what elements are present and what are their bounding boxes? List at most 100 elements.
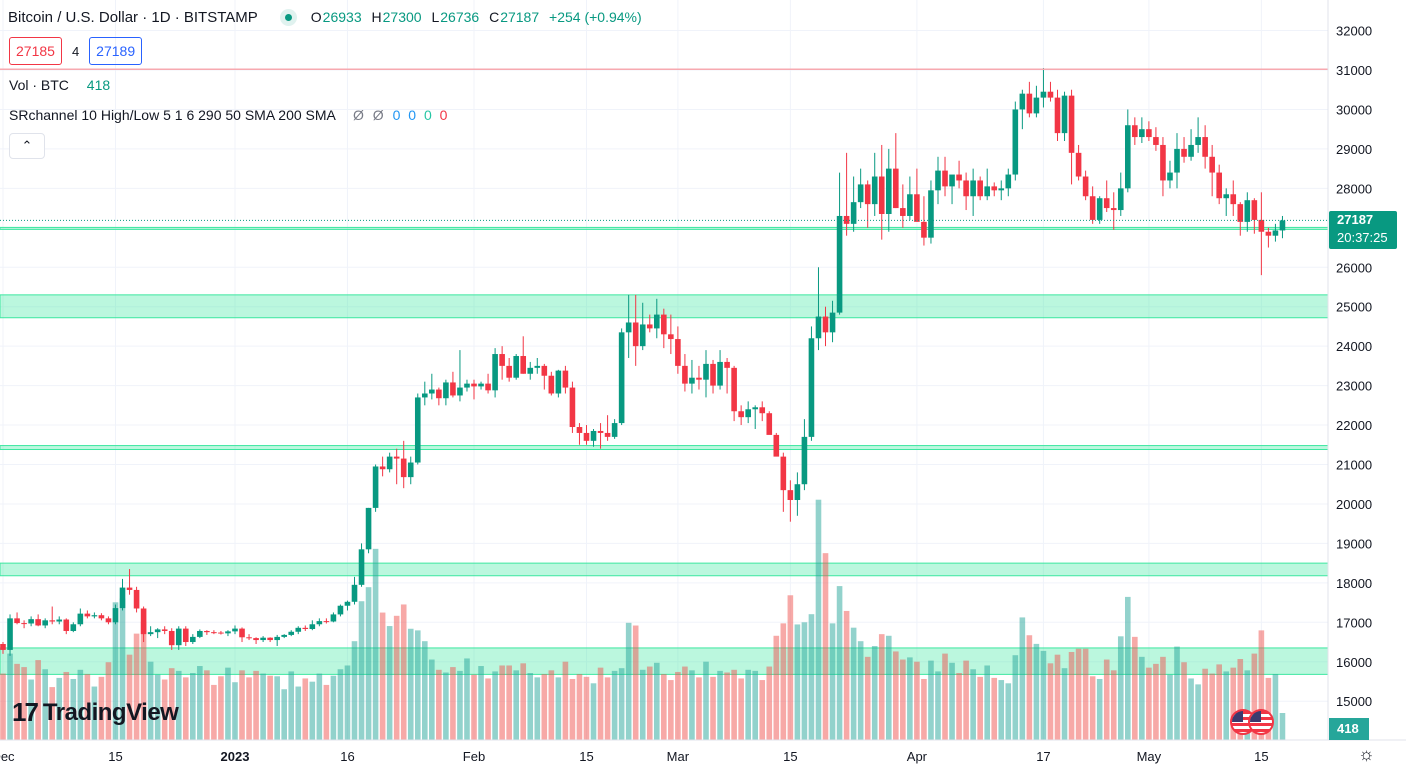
- volume-bar: [1005, 683, 1012, 740]
- candle-body: [1251, 200, 1258, 220]
- candle-body: [232, 628, 238, 632]
- candlestick-series: [0, 68, 1286, 656]
- volume-bar: [787, 595, 794, 740]
- volume-bar: [1125, 596, 1131, 740]
- volume-bar: [871, 646, 878, 740]
- volume-bar: [464, 658, 470, 740]
- volume-bar: [1089, 676, 1096, 740]
- candle-body: [302, 627, 309, 630]
- volume-value: 418: [86, 77, 111, 93]
- candle-body: [506, 365, 512, 378]
- volume-bar: [485, 678, 491, 740]
- candle-body: [1244, 200, 1251, 222]
- volume-bar: [836, 586, 843, 740]
- candle-body: [204, 630, 210, 633]
- candle-body: [1216, 172, 1222, 199]
- symbol-title[interactable]: Bitcoin / U.S. Dollar · 1D · BITSTAMP: [8, 8, 258, 26]
- candle-body: [850, 202, 857, 224]
- volume-bar: [1110, 670, 1117, 740]
- candle-body: [653, 314, 660, 329]
- volume-bar: [1279, 713, 1286, 740]
- volume-bar: [597, 667, 604, 740]
- candle-body: [1125, 125, 1131, 189]
- event-flags[interactable]: [1230, 709, 1274, 735]
- candle-body: [548, 375, 555, 394]
- sr-indicator-legend[interactable]: SRchannel 10 High/Low 5 1 6 290 50 SMA 2…: [9, 107, 447, 123]
- volume-bar: [161, 679, 168, 740]
- last-price-tag: 27187 20:37:25: [1329, 211, 1397, 249]
- tradingview-logo[interactable]: 17 TradingView: [12, 697, 179, 728]
- volume-bar: [1146, 667, 1152, 740]
- time-axis[interactable]: Dec 15 2023 16 Feb 15 Mar 15 Apr 17 May 15: [0, 739, 1406, 764]
- candle-body: [801, 436, 808, 485]
- ohlc-values: O26933 H27300 L26736 C27187 +254 (+0.94%…: [311, 9, 648, 25]
- volume-bar: [977, 676, 983, 740]
- time-tick-label: 15: [579, 749, 593, 764]
- volume-bar: [1132, 636, 1138, 740]
- close-label: C: [489, 9, 500, 25]
- candle-body: [414, 397, 421, 463]
- volume-bar: [562, 661, 569, 740]
- volume-bar: [309, 681, 316, 740]
- candle-body: [646, 324, 653, 329]
- candle-body: [991, 186, 998, 191]
- candle-body: [829, 312, 836, 333]
- collapse-legend-button[interactable]: ⌃: [9, 133, 45, 159]
- candle-body: [478, 383, 484, 387]
- candle-body: [492, 354, 498, 391]
- candle-body: [337, 605, 344, 615]
- market-status-icon: [279, 8, 297, 26]
- candle-body: [499, 354, 505, 366]
- candle-body: [246, 637, 252, 639]
- candle-body: [576, 427, 583, 433]
- volume-indicator-legend[interactable]: Vol · BTC 418: [9, 77, 110, 93]
- sr-zone: [0, 226, 1329, 230]
- volume-bar: [330, 675, 337, 740]
- price-tick-label: 19000: [1336, 536, 1372, 551]
- volume-bar: [414, 630, 421, 740]
- price-axis[interactable]: 15000 16000 17000 18000 19000 20000 21000 22000…: [1327, 0, 1372, 740]
- sell-button[interactable]: 27185: [9, 37, 62, 65]
- volume-bar: [703, 661, 709, 740]
- volume-bar: [1272, 674, 1279, 740]
- volume-bar: [386, 626, 393, 740]
- volume-bar: [724, 672, 730, 740]
- candle-body: [1103, 198, 1110, 209]
- candle-body: [745, 409, 751, 418]
- candle-body: [794, 484, 801, 501]
- volume-bar: [1237, 659, 1244, 740]
- volume-bar: [28, 679, 34, 740]
- high-label: H: [371, 9, 382, 25]
- volume-bar: [218, 676, 224, 740]
- volume-bar: [1202, 668, 1208, 740]
- volume-bar: [646, 666, 653, 740]
- volume-bar: [675, 671, 681, 740]
- volume-bar: [548, 670, 555, 740]
- us-flag-icon[interactable]: [1248, 709, 1274, 735]
- buy-button[interactable]: 27189: [89, 37, 143, 65]
- open-label: O: [310, 9, 322, 25]
- time-tick-label: 15: [1254, 749, 1268, 764]
- volume-bar: [35, 660, 41, 740]
- volume-bar: [492, 671, 498, 740]
- candle-body: [1272, 230, 1279, 236]
- volume-bar: [1040, 650, 1047, 740]
- candle-body: [724, 361, 730, 368]
- volume-bar: [815, 499, 822, 740]
- volume-bar: [182, 677, 189, 740]
- volume-bar: [211, 684, 217, 740]
- chart-settings-icon[interactable]: ☼: [1358, 744, 1375, 764]
- time-tick-label: 17: [1036, 749, 1050, 764]
- candle-body: [288, 631, 295, 635]
- volume-bar: [639, 669, 646, 740]
- volume-bar: [253, 670, 259, 740]
- volume-bar: [316, 673, 323, 740]
- volume-bar: [998, 680, 1005, 740]
- price-tick-label: 15000: [1336, 694, 1372, 709]
- candle-body: [422, 393, 428, 398]
- candle-body: [253, 638, 259, 641]
- candle-body: [70, 624, 77, 631]
- candle-body: [436, 389, 442, 399]
- price-tick-label: 18000: [1336, 576, 1372, 591]
